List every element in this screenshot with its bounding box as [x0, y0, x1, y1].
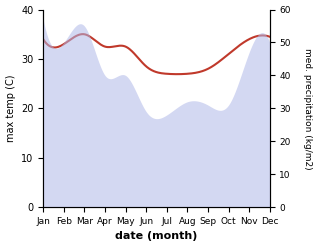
X-axis label: date (month): date (month) — [115, 231, 198, 242]
Y-axis label: max temp (C): max temp (C) — [5, 75, 16, 142]
Y-axis label: med. precipitation (kg/m2): med. precipitation (kg/m2) — [303, 48, 313, 169]
